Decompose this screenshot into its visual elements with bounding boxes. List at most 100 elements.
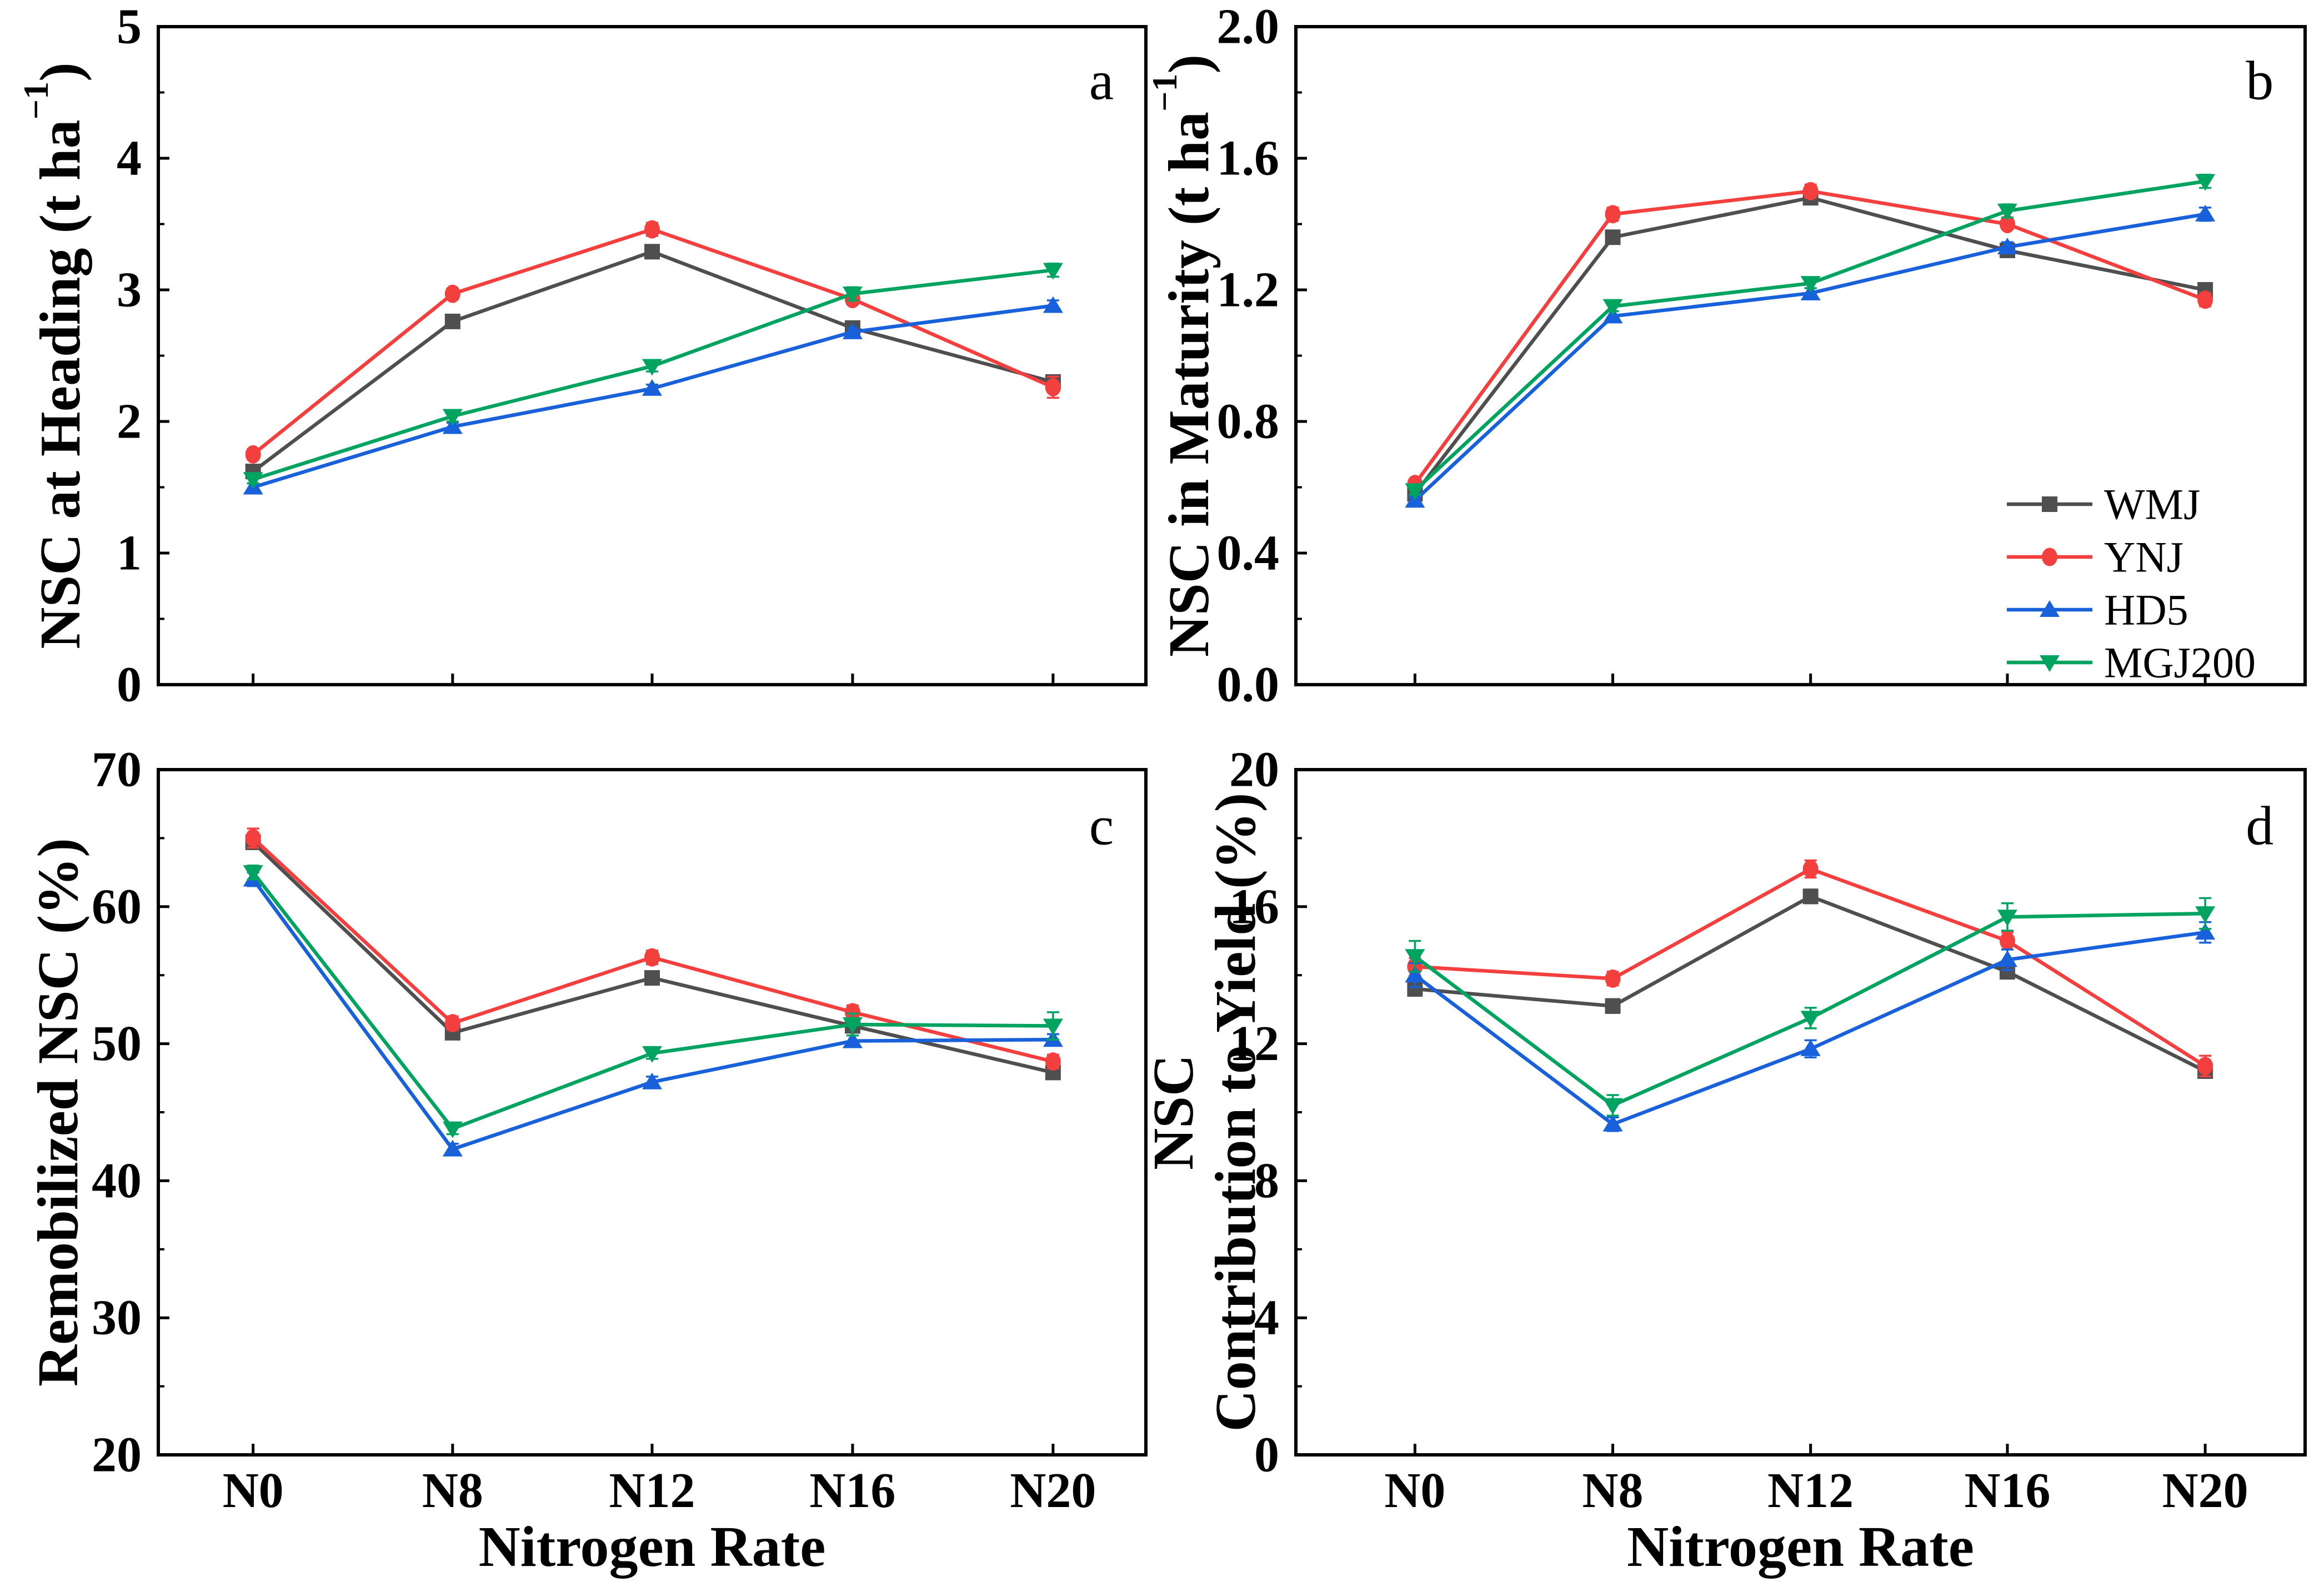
HD5-marker: [2195, 204, 2216, 222]
MGJ200-line: [252, 871, 1053, 1131]
HD5-marker: [1602, 1114, 1623, 1132]
x-tick-label: N16: [1964, 1463, 2050, 1518]
panel-letter-b: b: [2246, 50, 2273, 112]
legend-item-WMJ: WMJ: [2007, 480, 2200, 529]
y-axis-title: Remobilized NSC (%): [26, 838, 90, 1387]
YNJ-marker: [644, 948, 660, 967]
YNJ-marker: [444, 1014, 460, 1033]
x-tick-label: N12: [609, 1463, 695, 1518]
y-tick-label: 30: [92, 1290, 142, 1345]
HD5-marker: [1997, 237, 2017, 254]
YNJ-marker: [1999, 932, 2015, 950]
series-HD5: [1405, 921, 2216, 1132]
MGJ200-marker: [2195, 174, 2216, 191]
x-tick-label: N0: [223, 1463, 284, 1518]
YNJ-marker: [2197, 1057, 2213, 1076]
y-tick-label: 20: [92, 1428, 142, 1483]
MGJ200-marker: [842, 1017, 863, 1034]
y-axis-title: Contribution to Yield (%): [1204, 793, 1268, 1432]
y-axis-title: NSC in Maturity (t ha−1): [1145, 54, 1221, 657]
MGJ200-marker: [442, 409, 463, 426]
HD5-legend-marker: [2040, 600, 2060, 617]
plot-frame: [1294, 25, 2307, 686]
HD5-line: [252, 878, 1053, 1152]
MGJ200-marker: [1602, 299, 1623, 316]
x-tick-label: N20: [2162, 1463, 2248, 1518]
plot-frame: [1294, 768, 2307, 1457]
y-tick-label: 8: [1254, 1153, 1279, 1208]
HD5-marker: [642, 379, 662, 396]
x-tick-label: N16: [809, 1463, 895, 1518]
y-tick-label: 2.0: [1217, 0, 1280, 54]
x-tick-label: N8: [422, 1463, 483, 1518]
y-tick-label: 0: [1254, 1428, 1279, 1483]
series-HD5: [243, 296, 1063, 495]
panel-letter-a: a: [1089, 50, 1114, 112]
YNJ-marker: [245, 828, 261, 847]
HD5-marker: [442, 1139, 463, 1157]
YNJ-line: [252, 227, 1054, 456]
x-tick-label: N8: [1582, 1463, 1644, 1518]
panel-c: 20 30 40 50 60 70 N0 N8 N12 N16 N20 Nitrogen Rate Re…: [26, 742, 1148, 1579]
panel-letter-d: d: [2246, 795, 2273, 857]
x-tick-label: N20: [1010, 1463, 1096, 1518]
y-axis-title: NSC at Heading (t ha−1): [16, 62, 92, 649]
y-tick-label: 5: [117, 0, 142, 54]
y-tick-label: 70: [92, 742, 142, 797]
y-tick-label: 50: [92, 1016, 142, 1071]
YNJ-marker: [444, 284, 460, 303]
y-tick-label: 1: [117, 526, 142, 581]
series-MGJ200: [1405, 897, 2216, 1117]
y-tick-label: 1.6: [1217, 131, 1280, 186]
series-HD5: [1405, 204, 2216, 508]
legend-label-HD5: HD5: [2104, 586, 2188, 634]
series-HD5: [243, 870, 1063, 1157]
HD5-marker: [1800, 1039, 1821, 1056]
y-tick-label: 3: [117, 263, 142, 318]
MGJ200-marker: [1997, 203, 2017, 220]
y-tick-label: 16: [1229, 879, 1279, 934]
MGJ200-marker: [842, 287, 863, 304]
y-tick-label: 0.4: [1217, 526, 1280, 581]
legend-item-YNJ: YNJ: [2007, 533, 2183, 581]
MGJ200-marker: [1405, 949, 1425, 966]
legend-item-MGJ200: MGJ200: [2007, 639, 2256, 687]
panel-d: 0 4 8 12 16 20 N0 N8 N12 N16 N20 Nitrogen Rate NSCCo…: [1141, 742, 2307, 1579]
MGJ200-line: [1414, 179, 2206, 492]
y-tick-label: 20: [1229, 742, 1279, 797]
HD5-marker: [2195, 923, 2216, 940]
plot-frame: [157, 25, 1148, 686]
y-tick-label: 1.2: [1217, 263, 1280, 318]
WMJ-marker: [444, 313, 460, 329]
MGJ200-marker: [642, 1046, 662, 1063]
WMJ-legend-marker: [2042, 496, 2057, 512]
x-tick-label: N12: [1767, 1463, 1854, 1518]
MGJ200-marker: [243, 865, 263, 882]
HD5-marker: [1405, 966, 1425, 983]
series-YNJ: [1407, 182, 2213, 494]
x-axis-title: Nitrogen Rate: [479, 1515, 826, 1579]
MGJ200-marker: [642, 359, 662, 376]
y-tick-label: 40: [92, 1153, 142, 1208]
legend-label-YNJ: YNJ: [2104, 533, 2183, 581]
YNJ-marker: [1802, 860, 1819, 878]
WMJ-marker: [1605, 998, 1621, 1014]
y-tick-label: 60: [92, 879, 142, 934]
MGJ200-marker: [2195, 906, 2216, 923]
y-tick-label: 2: [117, 394, 142, 449]
WMJ-line: [1413, 195, 2206, 495]
HD5-marker: [842, 322, 863, 339]
legend-item-HD5: HD5: [2007, 586, 2188, 634]
y-tick-label: 4: [1254, 1290, 1279, 1345]
YNJ-marker: [1802, 182, 1819, 200]
WMJ-marker: [644, 244, 660, 260]
series-MGJ200: [243, 865, 1063, 1138]
MGJ200-line: [252, 268, 1054, 481]
plot-frame: [157, 768, 1148, 1457]
x-axis-title: Nitrogen Rate: [1627, 1515, 1974, 1579]
HD5-marker: [642, 1072, 662, 1089]
YNJ-marker: [644, 220, 660, 239]
